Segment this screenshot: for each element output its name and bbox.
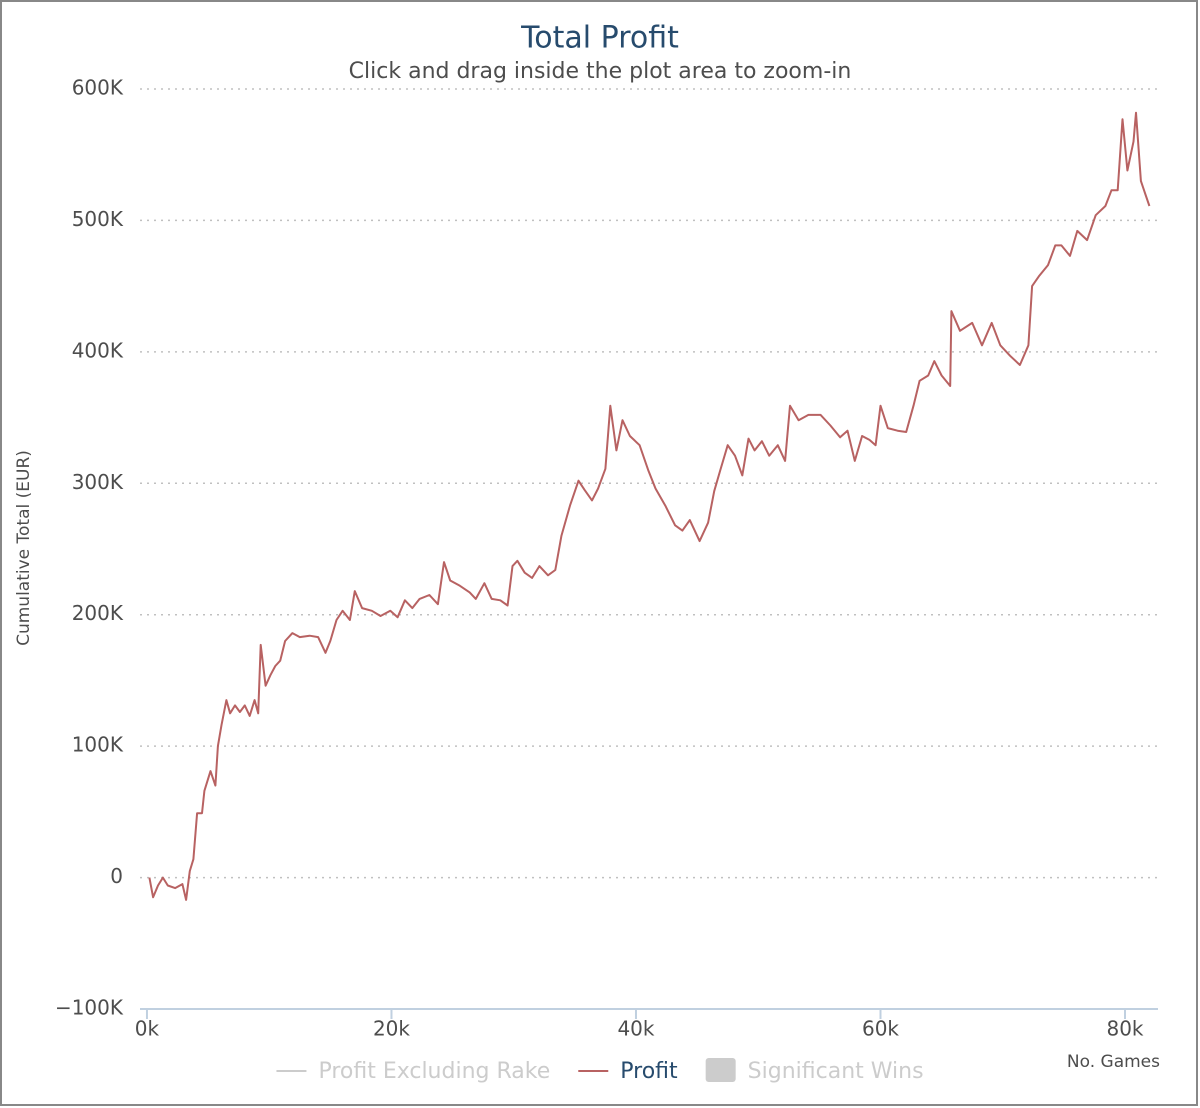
x-axis-title: No. Games: [1067, 1052, 1160, 1072]
chart-subtitle: Click and drag inside the plot area to z…: [349, 59, 852, 84]
legend-label: Profit Excluding Rake: [318, 1059, 550, 1084]
y-tick-label: 200K: [72, 601, 124, 625]
x-tick-label: 20k: [373, 1017, 410, 1041]
y-tick-label: 0: [110, 864, 123, 888]
y-tick-label: 300K: [72, 470, 124, 494]
y-tick-label: 400K: [72, 338, 124, 362]
chart-title: Total Profit: [520, 21, 679, 56]
legend-label: Significant Wins: [748, 1059, 924, 1084]
y-tick-label: −100K: [55, 996, 124, 1020]
y-tick-label: 100K: [72, 733, 124, 757]
y-axis-title: Cumulative Total (EUR): [14, 450, 34, 646]
y-tick-label: 500K: [72, 207, 124, 231]
x-tick-label: 40k: [617, 1017, 654, 1041]
x-tick-label: 60k: [862, 1017, 899, 1041]
profit-line: [148, 111, 1151, 901]
legend-symbol: [705, 1058, 736, 1082]
legend-label: Profit: [620, 1059, 678, 1084]
y-tick-label: 600K: [72, 76, 124, 100]
x-tick-label: 0k: [135, 1017, 160, 1041]
x-tick-label: 80k: [1106, 1017, 1143, 1041]
